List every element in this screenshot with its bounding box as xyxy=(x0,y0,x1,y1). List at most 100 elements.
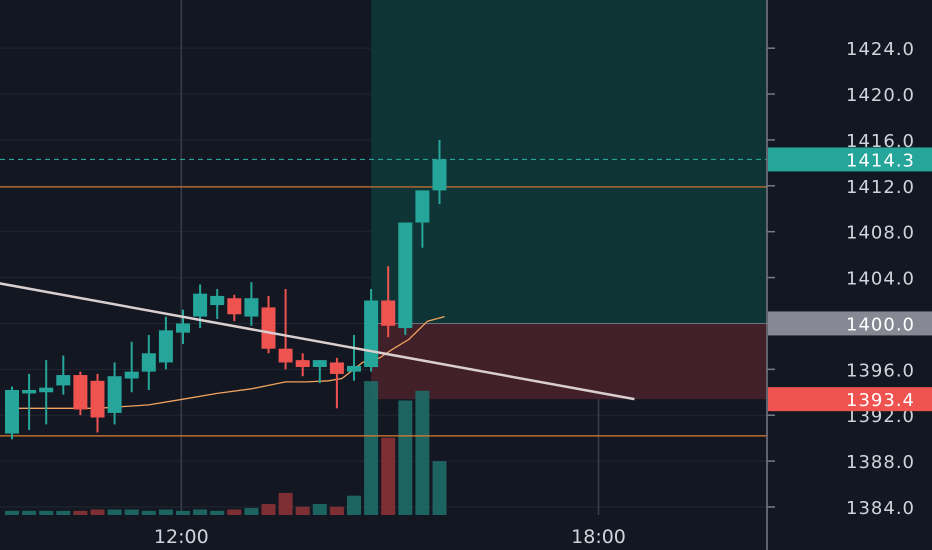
candle-body xyxy=(295,360,310,368)
candle xyxy=(210,289,225,319)
candle-body xyxy=(398,222,413,329)
candle xyxy=(124,341,139,393)
candle-body xyxy=(312,360,327,368)
price-label-background xyxy=(768,311,932,336)
volume-bar xyxy=(227,509,242,515)
volume-bar xyxy=(73,510,88,515)
candle-body xyxy=(278,348,293,363)
moving-average xyxy=(12,315,445,409)
price-label-text: 1400.0 xyxy=(846,314,915,335)
volume-bar xyxy=(39,510,54,515)
candle-body xyxy=(124,371,139,379)
price-tick-label: 1424.0 xyxy=(846,39,915,60)
volume-bar xyxy=(398,400,413,515)
candle xyxy=(398,222,413,335)
candle xyxy=(176,309,190,345)
candle-body xyxy=(244,298,259,317)
volume-bar xyxy=(124,509,139,515)
candle xyxy=(141,334,156,390)
volume-bar xyxy=(90,509,105,515)
price-axis[interactable]: 1424.0 1420.0 1416.0 1412.0 1408.0 1404.0 1400… xyxy=(766,0,932,550)
volume-bar xyxy=(5,510,19,515)
candle-body xyxy=(56,375,71,386)
volume-bar xyxy=(312,503,327,515)
price-label-text: 1393.4 xyxy=(846,390,915,411)
volume-bar xyxy=(347,495,361,515)
candle-body xyxy=(210,295,225,306)
candle xyxy=(39,360,54,425)
price-tick-label: 1396.0 xyxy=(846,360,915,381)
candle-body xyxy=(141,353,156,372)
candle xyxy=(432,139,447,205)
volume-bar xyxy=(364,381,379,515)
price-label-background xyxy=(768,147,932,172)
volume-bar xyxy=(295,506,310,515)
candle xyxy=(295,353,310,377)
candle xyxy=(381,266,396,338)
candle xyxy=(278,289,293,370)
volume-bar xyxy=(158,509,173,515)
price-tick-label: 1388.0 xyxy=(846,452,915,473)
volume-bar xyxy=(244,508,259,515)
volume-bar xyxy=(381,437,396,515)
candle xyxy=(56,355,71,395)
candle-body xyxy=(364,300,379,368)
volume-bar xyxy=(193,509,208,515)
price-tick-label: 1408.0 xyxy=(846,223,915,244)
candle xyxy=(107,362,122,425)
candle xyxy=(22,373,37,431)
volume-bar xyxy=(56,510,71,515)
profit-zone[interactable] xyxy=(371,0,767,324)
time-tick-label: 18:00 xyxy=(571,526,626,548)
trendline-group[interactable] xyxy=(0,253,635,401)
candle xyxy=(329,357,344,409)
price-label: 1414.3 xyxy=(768,147,932,172)
price-labels: 1414.3 1400.0 1393.4 xyxy=(768,147,932,412)
volume-bar xyxy=(278,492,293,515)
volume-bar xyxy=(210,510,225,515)
price-label: 1400.0 xyxy=(768,311,932,336)
position-zones xyxy=(371,0,767,400)
candle xyxy=(364,289,379,372)
candle xyxy=(244,282,259,326)
volume-bar xyxy=(176,510,190,515)
price-axis-background xyxy=(767,0,932,550)
candle-body xyxy=(107,376,122,413)
price-tick-label: 1420.0 xyxy=(846,85,915,106)
candle xyxy=(261,295,276,354)
price-tick-label: 1404.0 xyxy=(846,269,915,290)
volume-bar xyxy=(22,510,37,515)
volume-bar xyxy=(261,503,276,515)
candle-body xyxy=(22,389,37,394)
candle-body xyxy=(261,307,276,349)
candle xyxy=(227,294,242,322)
candle-body xyxy=(176,323,190,333)
candle-body xyxy=(5,389,19,434)
candle xyxy=(415,190,430,248)
time-axis[interactable]: 12:00 18:00 xyxy=(154,526,626,548)
candle-body xyxy=(432,159,447,191)
candle xyxy=(158,316,173,370)
price-tick-label: 1416.0 xyxy=(846,131,915,152)
candle-body xyxy=(90,380,105,418)
horizontal-lines[interactable] xyxy=(0,158,767,437)
candle-body xyxy=(227,298,242,315)
candle-body xyxy=(193,293,208,317)
price-tick-label: 1392.0 xyxy=(846,406,915,427)
volume-bars xyxy=(5,381,447,515)
trendline[interactable] xyxy=(0,253,635,401)
candle-body xyxy=(381,300,396,326)
candle-body xyxy=(415,190,430,223)
candle-body xyxy=(39,387,54,393)
volume-bar xyxy=(107,509,122,515)
candle-body xyxy=(73,375,88,410)
candle xyxy=(73,371,88,416)
price-label-background xyxy=(768,387,932,412)
candle-body xyxy=(158,330,173,363)
volume-bar xyxy=(432,461,447,515)
price-tick-label: 1412.0 xyxy=(846,177,915,198)
price-tick-label: 1384.0 xyxy=(846,498,915,519)
volume-bar xyxy=(141,510,156,515)
candle xyxy=(312,360,327,384)
